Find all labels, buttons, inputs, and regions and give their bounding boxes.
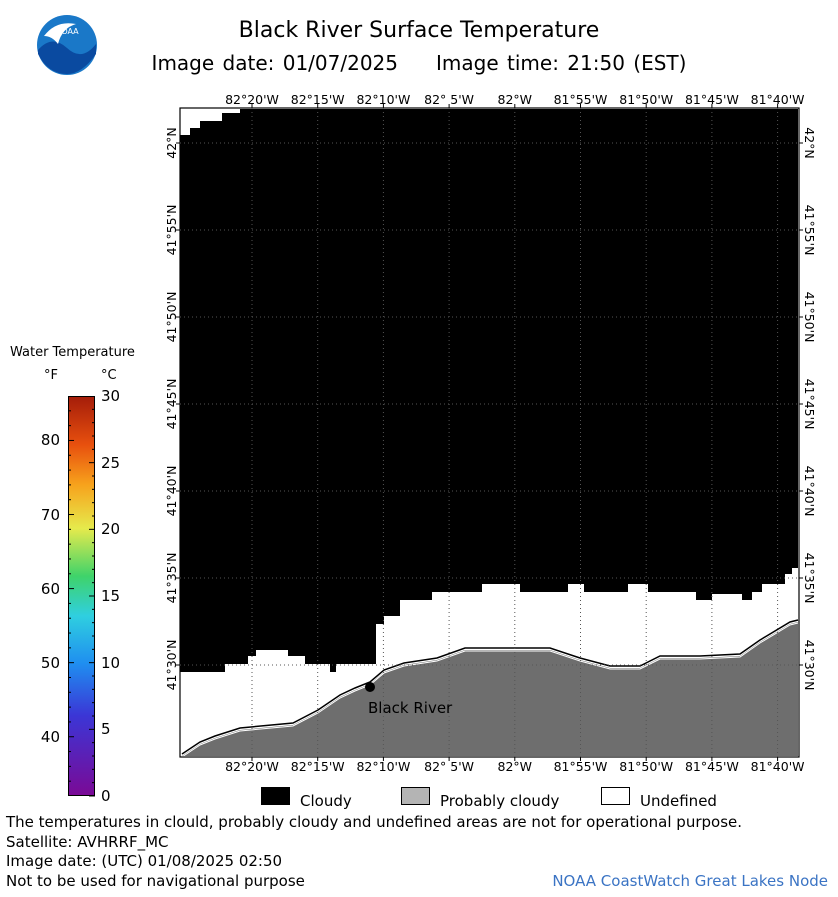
unit-celsius: °C bbox=[101, 368, 117, 383]
lon-label-bottom: 82°20'W bbox=[225, 759, 279, 774]
black-river-marker bbox=[365, 682, 375, 692]
lat-label-left: 42°N bbox=[164, 127, 179, 159]
legend-label-undefined: Undefined bbox=[640, 792, 717, 810]
lat-label-left: 41°55'N bbox=[164, 205, 179, 256]
map-title: Black River Surface Temperature bbox=[238, 18, 600, 43]
colorbar-tick-f: 50 bbox=[40, 653, 60, 672]
legend-swatch-undefined bbox=[601, 787, 630, 805]
graticule bbox=[176, 104, 803, 761]
lat-label-left: 41°35'N bbox=[164, 553, 179, 604]
lon-label-top: 82°20'W bbox=[225, 92, 279, 107]
legend-label-cloudy: Cloudy bbox=[300, 792, 352, 810]
cloudy-region bbox=[180, 109, 798, 672]
lat-label-left: 41°45'N bbox=[164, 379, 179, 430]
logo-text: NOAA bbox=[55, 27, 79, 36]
lon-label-top: 81°55'W bbox=[554, 92, 608, 107]
legend-title: Water Temperature bbox=[10, 345, 135, 360]
probably-cloudy-region bbox=[182, 622, 798, 756]
lat-label-right: 42°N bbox=[802, 127, 817, 159]
colorbar-tick-f: 70 bbox=[40, 505, 60, 524]
lon-label-bottom: 82°10'W bbox=[356, 759, 410, 774]
utc-image-date: Image date: (UTC) 01/08/2025 02:50 bbox=[6, 852, 283, 870]
longitude-labels-top: 82°20'W 82°15'W 82°10'W 82° 5'W 82°W 81°55'W 8… bbox=[225, 92, 804, 107]
colorbar-tick-c: 25 bbox=[101, 453, 121, 472]
unit-fahrenheit: °F bbox=[44, 368, 58, 383]
lon-label-top: 81°45'W bbox=[685, 92, 739, 107]
satellite-info: Satellite: AVHRRF_MC bbox=[6, 833, 169, 851]
lat-label-right: 41°35'N bbox=[802, 553, 817, 604]
lon-label-bottom: 81°40'W bbox=[751, 759, 805, 774]
lon-label-bottom: 82°15'W bbox=[291, 759, 345, 774]
lat-label-right: 41°30'N bbox=[802, 640, 817, 691]
image-time: Image time: 21:50 (EST) bbox=[436, 51, 687, 75]
lat-label-left: 41°50'N bbox=[164, 292, 179, 343]
navigation-warning: Not to be used for navigational purpose bbox=[6, 872, 305, 890]
lon-label-top: 82° 5'W bbox=[424, 92, 474, 107]
legend-swatch-cloudy bbox=[261, 787, 290, 805]
legend-swatch-probably-cloudy bbox=[401, 787, 430, 805]
lat-label-left: 41°30'N bbox=[164, 640, 179, 691]
colorbar-tick-c: 10 bbox=[101, 653, 121, 672]
lon-label-top: 82°15'W bbox=[291, 92, 345, 107]
map-subtitle: Image date: 01/07/2025 Image time: 21:50 … bbox=[0, 51, 838, 75]
shoreline-inner bbox=[181, 622, 799, 758]
lat-label-right: 41°40'N bbox=[802, 466, 817, 517]
longitude-labels-bottom: 82°20'W 82°15'W 82°10'W 82° 5'W 82°W 81°55'W 8… bbox=[225, 759, 804, 774]
lat-label-left: 41°40'N bbox=[164, 466, 179, 517]
lon-label-top: 82°W bbox=[498, 92, 533, 107]
lon-label-bottom: 81°50'W bbox=[619, 759, 673, 774]
colorbar-tick-f: 80 bbox=[40, 431, 60, 450]
credit-link[interactable]: NOAA CoastWatch Great Lakes Node bbox=[552, 872, 828, 890]
colorbar-tick-f: 40 bbox=[40, 727, 60, 746]
map-frame bbox=[179, 107, 800, 758]
lon-label-top: 81°40'W bbox=[751, 92, 805, 107]
colorbar-tick-c: 30 bbox=[101, 387, 121, 405]
noaa-logo: NOAA bbox=[36, 14, 98, 76]
image-date: Image date: 01/07/2025 bbox=[151, 51, 399, 75]
lon-label-top: 81°50'W bbox=[619, 92, 673, 107]
latitude-labels-left: 42°N 41°55'N 41°50'N 41°45'N 41°40'N 41°35'N 4… bbox=[164, 127, 179, 690]
black-river-label: Black River bbox=[368, 699, 453, 717]
lon-label-bottom: 82°W bbox=[498, 759, 533, 774]
lon-label-bottom: 81°45'W bbox=[685, 759, 739, 774]
lon-label-bottom: 82° 5'W bbox=[424, 759, 474, 774]
colorbar-tick-c: 0 bbox=[101, 787, 111, 805]
latitude-labels-right: 42°N 41°55'N 41°50'N 41°45'N 41°40'N 41°35'N 4… bbox=[802, 127, 817, 690]
lat-label-right: 41°50'N bbox=[802, 292, 817, 343]
shoreline bbox=[181, 619, 799, 755]
lat-label-right: 41°55'N bbox=[802, 205, 817, 256]
lat-label-right: 41°45'N bbox=[802, 379, 817, 430]
colorbar-tick-f: 60 bbox=[40, 579, 60, 598]
noaa-logo-icon: NOAA bbox=[37, 15, 97, 75]
lon-label-top: 82°10'W bbox=[356, 92, 410, 107]
lon-label-bottom: 81°55'W bbox=[554, 759, 608, 774]
colorbar-tick-c: 20 bbox=[101, 520, 121, 539]
disclaimer-notice: The temperatures in clould, probably clo… bbox=[6, 813, 743, 831]
colorbar-ticks bbox=[68, 396, 95, 797]
legend-label-probably-cloudy: Probably cloudy bbox=[440, 792, 560, 810]
colorbar-tick-c: 15 bbox=[101, 587, 121, 605]
colorbar-tick-c: 5 bbox=[101, 720, 111, 739]
